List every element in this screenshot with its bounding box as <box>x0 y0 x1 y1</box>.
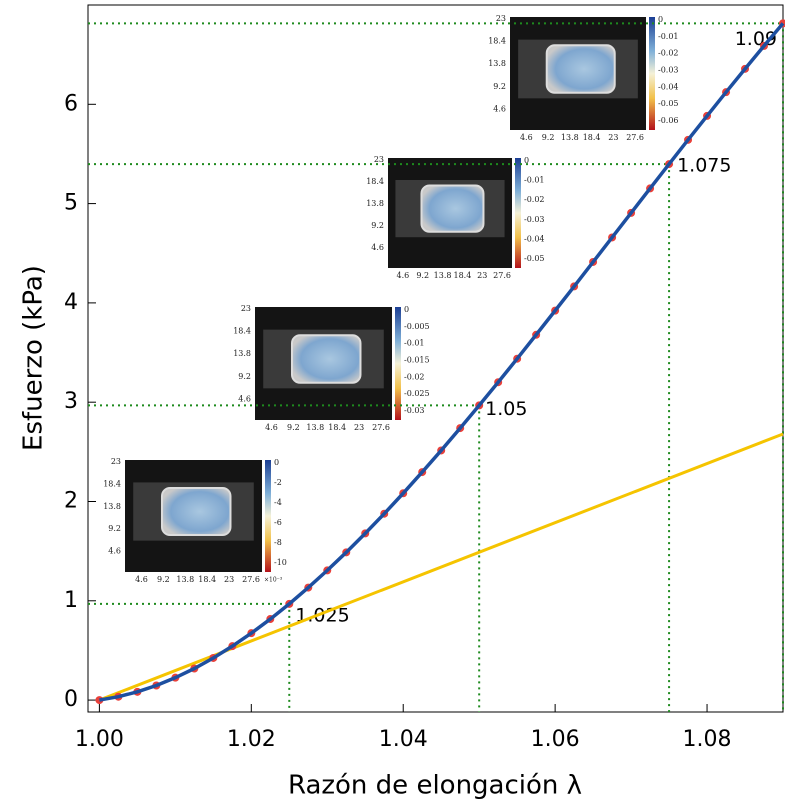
inset-y-tick: 23 <box>241 304 251 313</box>
inset-cb-tick: -0.005 <box>404 322 430 331</box>
inset-x-tick: 18.4 <box>198 575 216 584</box>
inset-x-tick: 27.6 <box>372 423 390 432</box>
inset-cb-scale: ×10⁻³ <box>264 577 283 584</box>
inset-x-tick: 4.6 <box>135 575 148 584</box>
y-tick-label: 6 <box>64 91 78 116</box>
y-tick-label: 3 <box>64 389 78 414</box>
inset-cb-tick: -0.02 <box>524 195 545 204</box>
inset-y-tick: 23 <box>374 155 384 164</box>
y-axis-title: Esfuerzo (kPa) <box>19 265 49 451</box>
inset-y-tick: 13.8 <box>488 59 506 68</box>
x-tick-label: 1.04 <box>379 727 428 752</box>
inset-x-tick: 23 <box>224 575 234 584</box>
inset-x-tick: 18.4 <box>328 423 346 432</box>
inset-x-tick: 4.6 <box>265 423 278 432</box>
inset-x-tick: 23 <box>354 423 364 432</box>
inset-x-tick: 9.2 <box>542 133 555 142</box>
inset-colorbar <box>395 307 401 420</box>
inset-cb-tick: 0 <box>404 305 409 314</box>
inset-y-tick: 9.2 <box>493 82 506 91</box>
inset-y-tick: 4.6 <box>371 243 384 252</box>
inset-cb-tick: -0.03 <box>524 215 545 224</box>
inset-colorbar <box>515 158 521 268</box>
guide-label: 1.075 <box>677 155 731 177</box>
inset-cb-tick: -0.01 <box>404 339 425 348</box>
inset-y-tick: 18.4 <box>366 177 384 186</box>
inset-field <box>420 184 485 233</box>
inset-cb-tick: -0.02 <box>658 49 679 58</box>
y-tick-label: 1 <box>64 588 78 613</box>
x-tick-label: 1.08 <box>683 727 732 752</box>
inset-cb-tick: -8 <box>274 538 282 547</box>
inset-x-tick: 27.6 <box>626 133 644 142</box>
inset-cb-tick: -0.05 <box>524 254 545 263</box>
inset-x-tick: 4.6 <box>520 133 533 142</box>
inset-cb-tick: -0.06 <box>658 116 679 125</box>
inset-x-tick: 27.6 <box>242 575 260 584</box>
inset-cb-tick: -4 <box>274 498 282 507</box>
inset-x-tick: 13.8 <box>561 133 579 142</box>
inset-y-tick: 13.8 <box>366 199 384 208</box>
inset-y-tick: 23 <box>111 457 121 466</box>
inset-field <box>290 334 362 384</box>
inset-y-tick: 13.8 <box>103 502 121 511</box>
inset-x-tick: 13.8 <box>434 271 452 280</box>
inset-x-tick: 9.2 <box>157 575 170 584</box>
inset-x-tick: 9.2 <box>287 423 300 432</box>
inset-x-tick: 13.8 <box>306 423 324 432</box>
x-tick-label: 1.02 <box>227 727 276 752</box>
inset-x-tick: 23 <box>477 271 487 280</box>
inset-cb-tick: -0.02 <box>404 372 425 381</box>
y-tick-label: 2 <box>64 488 78 513</box>
inset-cb-tick: -0.04 <box>658 82 679 91</box>
y-tick-label: 4 <box>64 290 78 315</box>
inset-colorbar <box>649 17 655 130</box>
inset-x-tick: 27.6 <box>493 271 511 280</box>
inset-cb-tick: -0.03 <box>658 66 679 75</box>
inset-y-tick: 18.4 <box>103 479 121 488</box>
inset-cb-tick: 0 <box>274 458 279 467</box>
inset-cb-tick: 0 <box>658 15 663 24</box>
series-line <box>99 22 785 702</box>
inset-field <box>545 44 616 94</box>
inset-y-tick: 9.2 <box>108 524 121 533</box>
plot-frame <box>87 4 784 713</box>
inset-y-tick: 9.2 <box>371 221 384 230</box>
inset-y-tick: 4.6 <box>238 394 251 403</box>
inset-cb-tick: -0.01 <box>658 32 679 41</box>
inset-cb-tick: -0.03 <box>404 406 425 415</box>
inset-x-tick: 18.4 <box>583 133 601 142</box>
inset-cb-tick: -2 <box>274 478 282 487</box>
x-tick-label: 1.06 <box>531 727 580 752</box>
inset-x-tick: 18.4 <box>453 271 471 280</box>
inset-cb-tick: 0 <box>524 156 529 165</box>
y-tick-label: 0 <box>64 687 78 712</box>
inset-y-tick: 9.2 <box>238 372 251 381</box>
x-axis-title: Razón de elongación λ <box>288 771 582 801</box>
inset-field <box>160 487 232 537</box>
guide-label: 1.05 <box>485 398 527 420</box>
inset-cb-tick: -0.04 <box>524 234 545 243</box>
inset-x-tick: 4.6 <box>397 271 410 280</box>
inset-y-tick: 4.6 <box>108 547 121 556</box>
inset-y-tick: 23 <box>496 14 506 23</box>
inset-x-tick: 9.2 <box>416 271 429 280</box>
guide-label: 1.025 <box>295 604 349 626</box>
inset-cb-tick: -0.015 <box>404 356 430 365</box>
inset-cb-tick: -0.025 <box>404 389 430 398</box>
inset-cb-tick: -0.01 <box>524 176 545 185</box>
inset-y-tick: 13.8 <box>233 349 251 358</box>
inset-x-tick: 13.8 <box>176 575 194 584</box>
inset-x-tick: 23 <box>608 133 618 142</box>
x-tick-label: 1.00 <box>75 727 124 752</box>
inset-colorbar <box>265 460 271 572</box>
inset-y-tick: 18.4 <box>488 37 506 46</box>
inset-y-tick: 18.4 <box>233 327 251 336</box>
inset-cb-tick: -6 <box>274 518 282 527</box>
y-tick-label: 5 <box>64 191 78 216</box>
inset-y-tick: 4.6 <box>493 104 506 113</box>
inset-cb-tick: -10 <box>274 558 287 567</box>
inset-cb-tick: -0.05 <box>658 99 679 108</box>
